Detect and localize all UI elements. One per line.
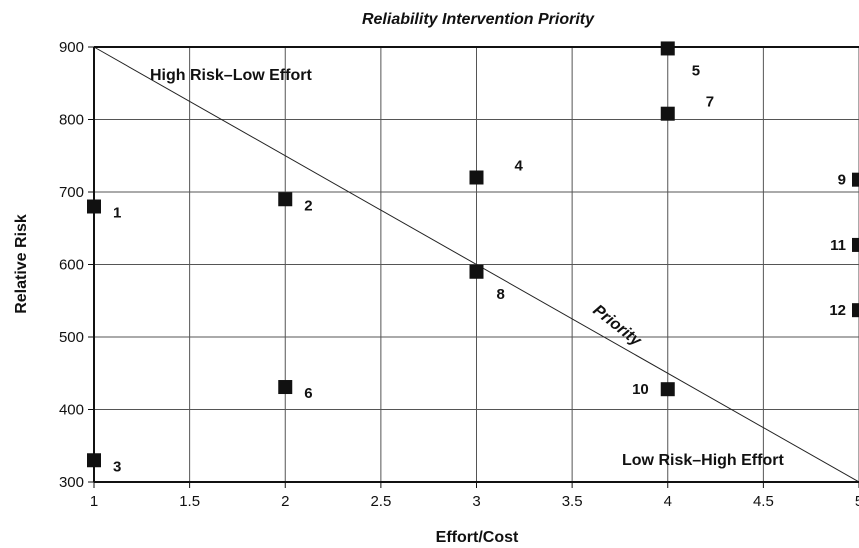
data-point-label: 6	[304, 385, 312, 402]
data-point-marker	[469, 170, 484, 185]
y-tick-label: 300	[59, 474, 84, 491]
x-tick-label: 1.5	[179, 493, 200, 510]
annotation-low-risk-high-effort: Low Risk–High Effort	[622, 452, 784, 469]
data-point-marker	[87, 199, 101, 214]
x-tick-label: 4	[664, 493, 672, 510]
data-point-marker	[660, 382, 675, 397]
y-tick-label: 800	[59, 112, 84, 129]
data-point-marker	[660, 41, 675, 56]
priority-line-label: Priority	[590, 302, 645, 351]
priority-line	[93, 46, 859, 483]
y-tick-label: 500	[59, 329, 84, 346]
x-tick-labels: 1 1.5 2 2.5 3 3.5 4 4.5 5	[90, 482, 859, 510]
data-point-label: 3	[113, 458, 121, 475]
data-point-label: 4	[515, 158, 524, 175]
x-tick-label: 3.5	[562, 493, 583, 510]
annotation-high-risk-low-effort: High Risk–Low Effort	[150, 67, 312, 84]
data-point-marker	[87, 453, 101, 468]
x-tick-label: 5	[855, 493, 859, 510]
x-tick-label: 2.5	[370, 493, 391, 510]
y-tick-label: 600	[59, 257, 84, 274]
y-tick-label: 400	[59, 402, 84, 419]
data-point-label: 7	[706, 94, 714, 111]
y-tick-label: 700	[59, 184, 84, 201]
data-point-label: 5	[692, 62, 700, 79]
data-point-marker	[278, 192, 293, 207]
x-tick-label: 1	[90, 493, 98, 510]
data-point-label: 1	[113, 205, 121, 222]
data-point-label: 11	[830, 237, 846, 254]
data-point-marker	[278, 380, 293, 395]
x-tick-label: 4.5	[753, 493, 774, 510]
data-point-marker	[852, 237, 859, 252]
x-axis-label: Effort/Cost	[436, 529, 519, 546]
data-point-marker	[852, 303, 859, 318]
data-point-marker	[660, 106, 675, 121]
data-point-label: 12	[829, 302, 846, 319]
chart-title: Reliability Intervention Priority	[362, 11, 595, 28]
x-tick-label: 2	[281, 493, 289, 510]
y-tick-labels: 300 400 500 600 700 800 900	[59, 39, 94, 491]
data-point-label: 8	[497, 286, 505, 303]
data-point-marker	[469, 264, 484, 279]
data-point-label: 10	[632, 381, 649, 398]
x-tick-label: 3	[472, 493, 480, 510]
data-point-label: 2	[304, 197, 312, 214]
data-point-label: 9	[838, 172, 846, 189]
data-point-marker	[852, 172, 859, 187]
y-tick-label: 900	[59, 39, 84, 56]
y-axis-label: Relative Risk	[13, 214, 30, 314]
